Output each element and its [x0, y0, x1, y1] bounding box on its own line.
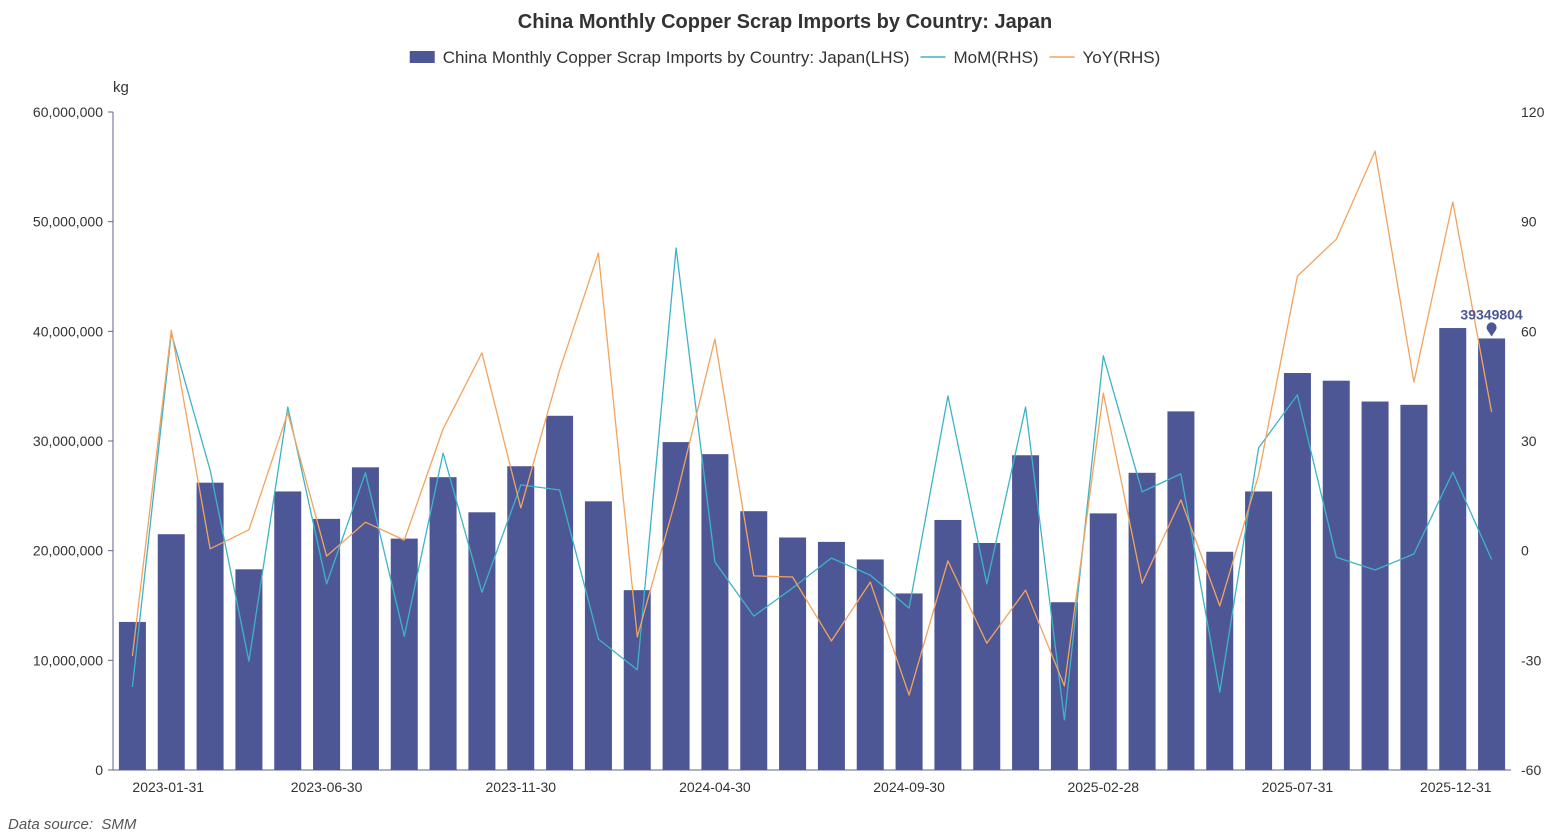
legend-label-imports: China Monthly Copper Scrap Imports by Co…	[443, 48, 910, 67]
left-axis-tick-label: 40,000,000	[33, 323, 103, 339]
bar	[118, 621, 146, 770]
bar	[1400, 404, 1428, 770]
bar	[895, 593, 923, 770]
bar	[274, 491, 302, 770]
legend-item-mom[interactable]: MoM(RHS)	[920, 48, 1038, 67]
bar	[662, 442, 690, 770]
bar	[313, 518, 341, 770]
right-axis-tick-label: -30	[1521, 652, 1541, 668]
bar	[390, 538, 418, 770]
data-source: Data source: SMM	[8, 816, 137, 833]
bar	[1478, 338, 1506, 770]
bar	[157, 534, 185, 770]
left-axis-tick-label: 10,000,000	[33, 652, 103, 668]
right-axis-tick-label: 60	[1521, 323, 1537, 339]
bar	[429, 477, 457, 770]
line-series	[131, 150, 1493, 721]
bar	[1283, 373, 1311, 770]
annotation-label: 39349804	[1460, 306, 1523, 322]
left-axis-tick-label: 30,000,000	[33, 433, 103, 449]
right-axis-tick-label: 30	[1521, 433, 1537, 449]
right-axis-tick-label: 90	[1521, 214, 1537, 230]
x-axis-tick-label: 2024-04-30	[679, 779, 751, 795]
x-axis-tick-label: 2023-01-31	[132, 779, 204, 795]
left-axis-tick-label: 60,000,000	[33, 104, 103, 120]
legend-label-mom: MoM(RHS)	[953, 48, 1038, 67]
bar	[351, 467, 379, 770]
x-axis-tick-label: 2024-09-30	[873, 779, 945, 795]
bar	[1206, 551, 1234, 770]
bar	[1361, 401, 1389, 770]
bar	[701, 454, 729, 770]
bar	[740, 511, 768, 770]
bar	[1167, 411, 1195, 770]
bar	[934, 519, 962, 770]
bar	[1322, 380, 1350, 770]
left-axis-tick-label: 0	[95, 762, 103, 778]
annotation: 39349804	[1460, 306, 1523, 337]
yoy-line	[131, 150, 1493, 696]
bar	[584, 501, 612, 770]
bar	[468, 512, 496, 770]
bar	[1128, 472, 1156, 770]
x-axis-tick-label: 2023-11-30	[485, 779, 556, 795]
chart-title: China Monthly Copper Scrap Imports by Co…	[518, 11, 1053, 33]
bar	[1089, 513, 1117, 770]
annotation-pin	[1486, 322, 1497, 337]
bar	[1439, 328, 1467, 770]
bar	[196, 482, 224, 770]
right-axis-tick-label: -60	[1521, 762, 1541, 778]
bar	[973, 542, 1001, 770]
bar	[507, 466, 535, 770]
bar	[623, 590, 651, 770]
bar	[856, 559, 884, 770]
legend-label-yoy: YoY(RHS)	[1082, 48, 1160, 67]
x-axis-tick-label: 2025-02-28	[1067, 779, 1139, 795]
bar	[546, 415, 574, 770]
left-axis-tick-label: 20,000,000	[33, 543, 103, 559]
bar	[779, 537, 807, 770]
bar	[817, 541, 845, 770]
right-axis-tick-label: 0	[1521, 543, 1529, 559]
x-axis-tick-label: 2023-06-30	[291, 779, 363, 795]
legend-item-yoy[interactable]: YoY(RHS)	[1049, 48, 1160, 67]
right-axis-tick-label: 120	[1521, 104, 1545, 120]
legend-item-imports[interactable]: China Monthly Copper Scrap Imports by Co…	[409, 48, 910, 67]
x-axis-tick-label: 2025-12-31	[1420, 779, 1492, 795]
left-axis-tick-label: 50,000,000	[33, 214, 103, 230]
bar	[1245, 491, 1273, 770]
axes: 60,000,000 50,000,000 40,000,000 30,000,000…	[33, 104, 1545, 795]
legend: China Monthly Copper Scrap Imports by Co…	[409, 48, 1160, 67]
left-axis-unit: kg	[113, 79, 129, 96]
legend-swatch-imports-bar	[409, 51, 435, 63]
x-axis-tick-label: 2025-07-31	[1262, 779, 1334, 795]
